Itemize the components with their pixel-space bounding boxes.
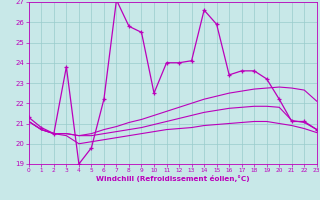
X-axis label: Windchill (Refroidissement éolien,°C): Windchill (Refroidissement éolien,°C) — [96, 175, 250, 182]
